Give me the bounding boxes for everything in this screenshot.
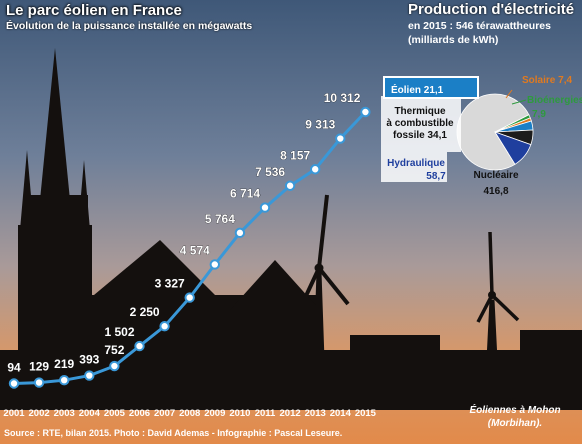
x-tick-label: 2011 [255,408,276,419]
data-label: 10 312 [324,91,361,105]
pie-label-thermique: Thermique [394,106,446,117]
wind-capacity-line-chart: 94 2001 129 2002 219 2003 393 2004 752 2005 1 502 2… [3,91,376,419]
data-label: 129 [29,360,49,374]
wind-turbine-right [476,231,520,361]
production-subtitle: en 2015 : 546 térawattheures [408,20,551,32]
data-label: 393 [79,353,99,367]
chart-subtitle: Évolution de la puissance installée en m… [6,20,253,32]
photo-caption: Éoliennes à Mohon [469,405,561,416]
data-point [209,259,221,270]
data-point [184,292,195,303]
hydraulique-label-panel [381,152,447,182]
data-label: 2 250 [130,305,160,319]
x-tick-label: 2003 [54,408,75,419]
church-silhouette [0,48,582,410]
source-credit: Source : RTE, bilan 2015. Photo : David … [4,428,343,438]
photo-caption-location: (Morbihan). [487,418,543,429]
data-point [284,180,296,191]
pie-label-nucleaire: Nucléaire [473,170,518,181]
pie-label-eolien: Éolien 21,1 [391,83,444,96]
data-point [234,227,246,239]
x-tick-label: 2014 [330,408,352,419]
data-label: 6 714 [230,187,260,201]
data-label: 752 [104,343,124,357]
data-point [310,164,321,175]
data-point [159,321,170,332]
x-tick-label: 2007 [154,408,175,419]
pie-label-thermique: fossile 34,1 [393,130,447,141]
production-title: Production d'électricité [408,1,575,18]
x-tick-label: 2004 [79,408,101,419]
pie-label-bioenergies: Bioénergies [527,95,582,106]
pie-label-hydraulique: Hydraulique [387,158,445,169]
data-label: 8 157 [280,148,310,162]
data-point [259,202,271,213]
x-tick-label: 2009 [204,408,225,419]
data-label: 94 [7,361,21,375]
x-tick-label: 2005 [104,408,126,419]
thermique-label-panel [381,96,461,152]
data-point [58,374,70,386]
data-label: 4 574 [180,243,210,257]
pie-slice [494,131,532,165]
pie-label-bioenergies: 7,9 [532,109,546,120]
data-label: 5 764 [205,212,235,226]
pie-label-hydraulique: 58,7 [426,171,446,182]
solaire-leader-line [505,89,513,99]
data-point [335,133,346,144]
pie-label-thermique: à combustible [386,118,454,129]
pie-label-nucleaire: 416,8 [483,186,508,197]
data-label: 219 [54,357,74,371]
data-label: 9 313 [305,118,335,132]
data-point [109,360,120,372]
x-tick-label: 2008 [179,408,200,419]
data-point [134,340,145,352]
wind-turbine-left [303,194,350,361]
data-label: 3 327 [155,277,185,291]
eolien-highlight-box [383,76,479,99]
x-tick-label: 2012 [280,408,301,419]
x-tick-label: 2010 [229,408,250,419]
data-label: 7 536 [255,165,285,179]
data-point [360,106,371,118]
chart-title: Le parc éolien en France [6,2,182,19]
x-tick-label: 2002 [29,408,50,419]
data-point [84,370,95,381]
x-tick-label: 2013 [305,408,326,419]
x-tick-label: 2015 [355,408,377,419]
pie-label-solaire: Solaire 7,4 [522,75,572,86]
bioenergies-leader-line [511,99,527,105]
data-point [33,377,45,388]
data-point [8,378,20,389]
x-tick-label: 2006 [129,408,150,419]
data-label: 1 502 [104,325,134,339]
x-tick-label: 2001 [3,408,25,419]
production-subtitle-unit: (milliards de kWh) [408,34,499,46]
